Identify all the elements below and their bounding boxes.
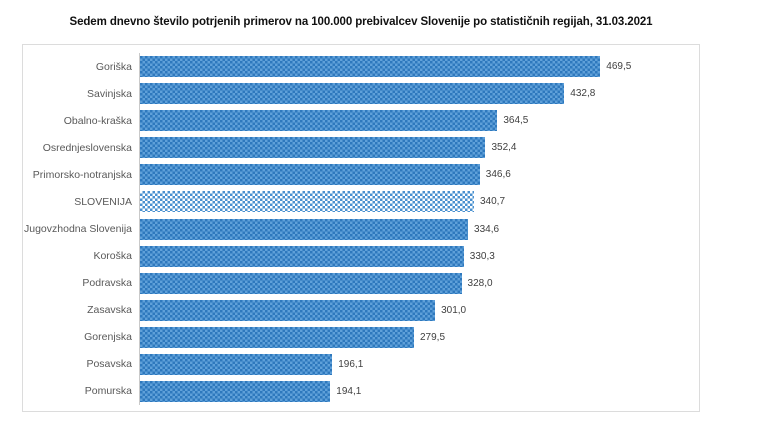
bar-track: 334,6 [139,215,689,243]
bar-track: 301,0 [139,296,689,324]
category-label: Gorenjska [84,331,132,344]
bar [140,380,331,402]
bar-track: 330,3 [139,242,689,270]
bar-row: Osrednjeslovenska 352,4 [23,134,689,162]
category-label: SLOVENIJA [74,195,132,208]
category-label: Pomurska [84,385,132,398]
bar [140,353,333,375]
category-label: Koroška [93,250,132,263]
value-label: 346,6 [485,169,511,181]
plot-area: Goriška 469,5 Savinjska 432,8 Obalno-kraška 3… [22,44,700,412]
bar [140,83,565,105]
bar [140,164,480,186]
bar-row: Koroška 330,3 [23,242,689,270]
value-label: 330,3 [469,250,495,262]
category-label: Podravska [82,277,132,290]
category-label: Primorsko-notranjska [32,168,132,181]
category-label: Goriška [95,60,132,73]
bar-row: SLOVENIJA 340,7 [23,188,689,216]
bar-track: 352,4 [139,134,689,162]
bar-row: Pomurska 194,1 [23,377,689,406]
category-label: Obalno-kraška [63,114,132,127]
category-label: Posavska [86,358,132,371]
value-label: 340,7 [480,196,506,208]
bar-row: Podravska 328,0 [23,269,689,297]
bar-track: 346,6 [139,161,689,189]
bar [140,110,498,132]
category-label: Zasavska [87,304,132,317]
bar-track: 364,5 [139,107,689,135]
bar-rows: Goriška 469,5 Savinjska 432,8 Obalno-kraška 3… [23,53,689,406]
value-label: 364,5 [503,115,529,127]
value-label: 301,0 [441,304,467,316]
bar [140,299,436,321]
category-label: Savinjska [87,87,132,100]
bar-track: 196,1 [139,350,689,378]
bar-row: Jugovzhodna Slovenija 334,6 [23,215,689,243]
bar-row: Zasavska 301,0 [23,296,689,324]
value-label: 334,6 [474,223,500,235]
bar-track: 194,1 [139,377,689,406]
bar-row: Obalno-kraška 364,5 [23,107,689,135]
bar-row: Savinjska 432,8 [23,80,689,108]
bar [140,245,464,267]
value-label: 432,8 [570,88,596,100]
bar-track: 328,0 [139,269,689,297]
category-label: Osrednjeslovenska [42,141,132,154]
bar-track: 432,8 [139,80,689,108]
category-label: Jugovzhodna Slovenija [24,223,132,235]
value-label: 196,1 [338,358,364,370]
bar-row: Gorenjska 279,5 [23,323,689,351]
bar [140,326,414,348]
bar-slovenija [140,191,474,213]
bar-track: 340,7 [139,188,689,216]
bar [140,272,462,294]
bar-row: Posavska 196,1 [23,350,689,378]
bar-row: Goriška 469,5 [23,53,689,81]
bar-track: 469,5 [139,53,689,81]
bar [140,137,486,159]
chart-title: Sedem dnevno število potrjenih primerov … [69,16,653,28]
bar-row: Primorsko-notranjska 346,6 [23,161,689,189]
value-label: 194,1 [336,385,362,397]
bar [140,56,601,78]
value-label: 352,4 [491,142,517,154]
value-label: 279,5 [420,331,446,343]
bar [140,218,469,240]
value-label: 469,5 [606,61,632,73]
value-label: 328,0 [467,277,493,289]
bar-track: 279,5 [139,323,689,351]
